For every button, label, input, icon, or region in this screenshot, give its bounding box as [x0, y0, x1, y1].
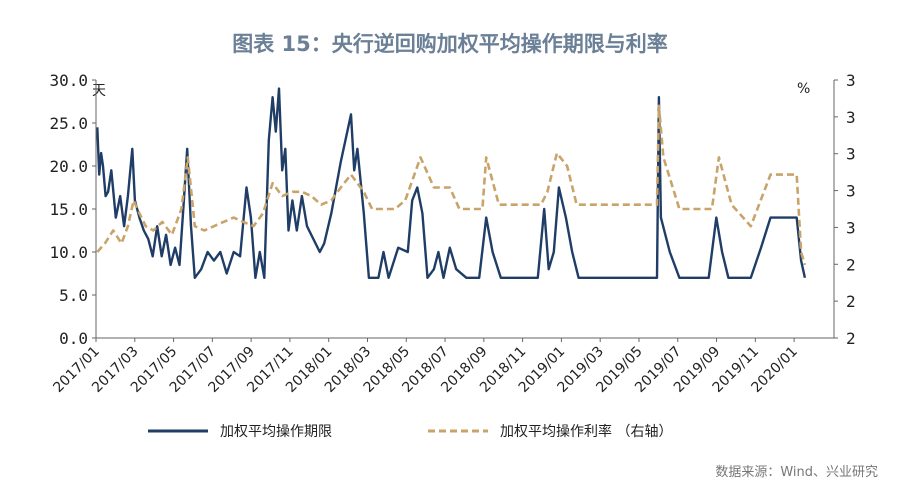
- right-axis-ticks: 2 2 2 3 3 3 3 3: [834, 71, 856, 348]
- right-tick-label: 3: [846, 182, 856, 201]
- left-tick-label: 0.0: [59, 329, 88, 348]
- left-axis-ticks: 0.0 5.0 10.0 15.0 20.0 25.0 30.0: [49, 71, 96, 348]
- left-tick-label: 5.0: [59, 286, 88, 305]
- series-line-duration: [96, 87, 807, 279]
- left-tick-label: 15.0: [49, 200, 88, 219]
- series-layer: [96, 87, 807, 279]
- legend-label-duration: 加权平均操作期限: [220, 424, 332, 440]
- right-tick-label: 3: [846, 108, 856, 127]
- right-tick-label: 2: [846, 292, 856, 311]
- x-axis-ticks: 2017/012017/032017/052017/072017/092017/…: [50, 338, 801, 396]
- right-tick-label: 3: [846, 145, 856, 164]
- left-axis-unit: 天: [92, 83, 106, 99]
- right-tick-label: 2: [846, 329, 856, 348]
- chart-title: 图表 15：央行逆回购加权平均操作期限与利率: [232, 32, 668, 56]
- right-tick-label: 3: [846, 218, 856, 237]
- left-tick-label: 30.0: [49, 71, 88, 90]
- right-axis-unit: %: [797, 81, 810, 97]
- right-tick-label: 3: [846, 71, 856, 90]
- left-tick-label: 10.0: [49, 243, 88, 262]
- legend-label-rate: 加权平均操作利率 （右轴）: [500, 423, 672, 440]
- legend: 加权平均操作期限 加权平均操作利率 （右轴）: [148, 423, 672, 440]
- right-tick-label: 2: [846, 255, 856, 274]
- source-note: 数据来源：Wind、兴业研究: [715, 465, 878, 480]
- left-tick-label: 20.0: [49, 157, 88, 176]
- left-tick-label: 25.0: [49, 114, 88, 133]
- series-line-rate: [96, 104, 807, 266]
